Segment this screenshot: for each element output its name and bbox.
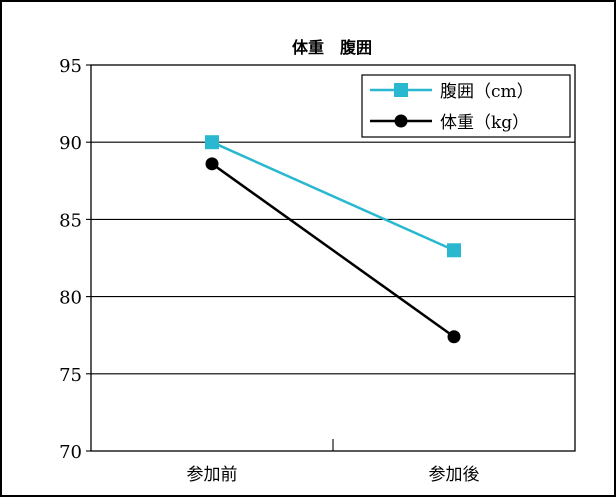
y-tick-label: 80	[59, 288, 82, 309]
series-layer	[205, 135, 461, 344]
x-tick-label: 参加前	[187, 465, 238, 485]
y-tick-label: 75	[59, 365, 82, 386]
series-line-0	[211, 141, 455, 252]
y-tick-label: 85	[59, 210, 82, 231]
legend-marker-square	[394, 83, 408, 97]
chart-title: 体重 腹囲	[292, 38, 372, 57]
y-tick-label: 95	[59, 56, 82, 77]
legend-entry-weight: 体重（kg）	[370, 113, 529, 133]
data-point-square	[447, 243, 461, 258]
x-tick-label: 参加後	[429, 465, 480, 485]
y-tick-label: 90	[59, 133, 82, 154]
legend-marker-circle	[394, 114, 408, 128]
data-point-circle	[205, 157, 219, 171]
legend: 腹囲（cm） 体重（kg）	[361, 74, 571, 138]
data-point-circle	[447, 330, 461, 344]
legend-label-waist: 腹囲（cm）	[440, 82, 534, 102]
axis-layer: 70 75 80 85 90 95 参加前 参加後	[59, 56, 479, 485]
series-line-1	[211, 162, 455, 338]
data-point-square	[205, 135, 219, 150]
legend-label-weight: 体重（kg）	[440, 113, 529, 133]
y-tick-label: 70	[59, 442, 82, 463]
legend-entry-waist: 腹囲（cm）	[370, 82, 534, 102]
